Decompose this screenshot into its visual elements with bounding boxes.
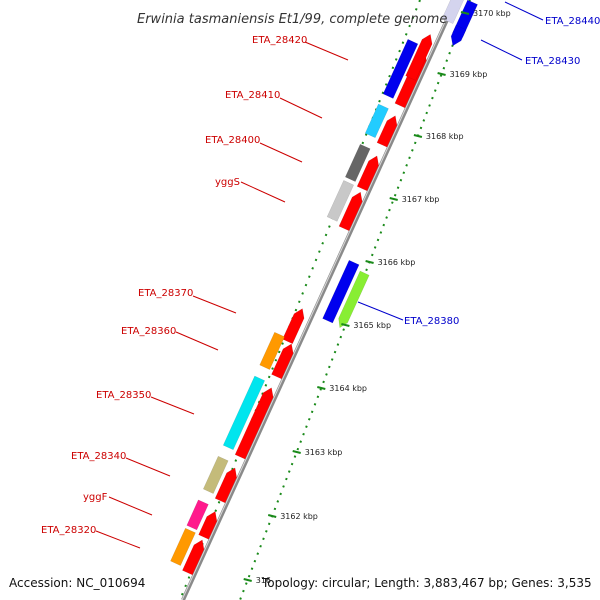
gene-label-eta-28440[interactable]: ETA_28440 xyxy=(545,16,600,27)
scale-tick-label: 3162 kbp xyxy=(280,512,318,521)
scale-tick-label: 3164 kbp xyxy=(329,384,367,393)
gene-eta-28420[interactable] xyxy=(382,38,419,99)
gene-eta-28350[interactable] xyxy=(222,375,266,451)
cds-yggs[interactable] xyxy=(338,191,363,232)
scale-tick xyxy=(389,197,398,201)
scale-tick xyxy=(317,386,326,390)
scale-tick-label: 3170 kbp xyxy=(473,9,511,18)
cds-eta-28320[interactable] xyxy=(182,539,205,576)
scale-tick xyxy=(292,450,301,454)
gene-eta-28400[interactable] xyxy=(344,143,371,182)
gene-label-eta-28420[interactable]: ETA_28420 xyxy=(252,35,307,46)
gene-label-eta-28430[interactable]: ETA_28430 xyxy=(525,56,580,67)
genome-backbone xyxy=(181,0,458,600)
gene-label-yggs[interactable]: yggS xyxy=(215,177,240,188)
gene-eta-28340[interactable] xyxy=(202,455,229,494)
scale-tick xyxy=(267,514,277,518)
gene-eta-28430[interactable] xyxy=(450,24,467,47)
scale-tick xyxy=(365,260,374,264)
cds-eta-28400[interactable] xyxy=(356,155,379,192)
cds-eta-28420-b[interactable] xyxy=(405,33,433,81)
cds-eta-28360[interactable] xyxy=(271,343,294,380)
scale-tick xyxy=(460,11,470,15)
gene-top-fragment[interactable] xyxy=(441,0,465,24)
scale-tick xyxy=(243,578,252,582)
gene-label-eta-28360[interactable]: ETA_28360 xyxy=(121,326,176,337)
gene-yggs[interactable] xyxy=(326,180,355,222)
gene-label-eta-28370[interactable]: ETA_28370 xyxy=(138,288,193,299)
scale-tick xyxy=(341,323,350,327)
gene-label-eta-28340[interactable]: ETA_28340 xyxy=(71,451,126,462)
scale-tick-label: 3168 kbp xyxy=(426,132,464,141)
scale-tick xyxy=(437,72,446,76)
gene-yggf[interactable] xyxy=(186,499,209,531)
outer-dotted-ring xyxy=(179,0,421,600)
cds-yggf[interactable] xyxy=(198,511,218,540)
gene-label-eta-28320[interactable]: ETA_28320 xyxy=(41,525,96,536)
map-title: Erwinia tasmaniensis Et1/99, complete ge… xyxy=(137,12,447,27)
gene-label-eta-28410[interactable]: ETA_28410 xyxy=(225,90,280,101)
scale-tick xyxy=(413,134,423,138)
gene-label-eta-28400[interactable]: ETA_28400 xyxy=(205,135,260,146)
scale-tick-label: 3163 kbp xyxy=(305,448,343,457)
scale-tick-label: 3166 kbp xyxy=(378,258,416,267)
gene-eta-28410[interactable] xyxy=(364,103,389,139)
gene-label-yggf[interactable]: yggF xyxy=(83,492,108,503)
cds-eta-28410[interactable] xyxy=(376,115,398,148)
accession-text: Accession: NC_010694 xyxy=(9,576,145,590)
genome-summary-text: Topology: circular; Length: 3,883,467 bp… xyxy=(261,576,592,590)
gene-eta-28360[interactable] xyxy=(259,331,285,370)
scale-tick-label: 3169 kbp xyxy=(450,70,488,79)
genome-backbone-highlight xyxy=(181,0,456,600)
scale-tick-label: 3167 kbp xyxy=(402,195,440,204)
scale-tick-label: 316 xyxy=(256,576,271,585)
gene-label-eta-28380[interactable]: ETA_28380 xyxy=(404,316,459,327)
gene-eta-28320[interactable] xyxy=(170,527,196,566)
cds-eta-28370[interactable] xyxy=(282,308,305,345)
cds-eta-28340[interactable] xyxy=(214,467,237,504)
gene-label-eta-28350[interactable]: ETA_28350 xyxy=(96,390,151,401)
cds-eta-28350[interactable] xyxy=(234,387,274,460)
scale-tick-label: 3165 kbp xyxy=(353,321,391,330)
gene-eta-28380[interactable] xyxy=(322,259,360,324)
